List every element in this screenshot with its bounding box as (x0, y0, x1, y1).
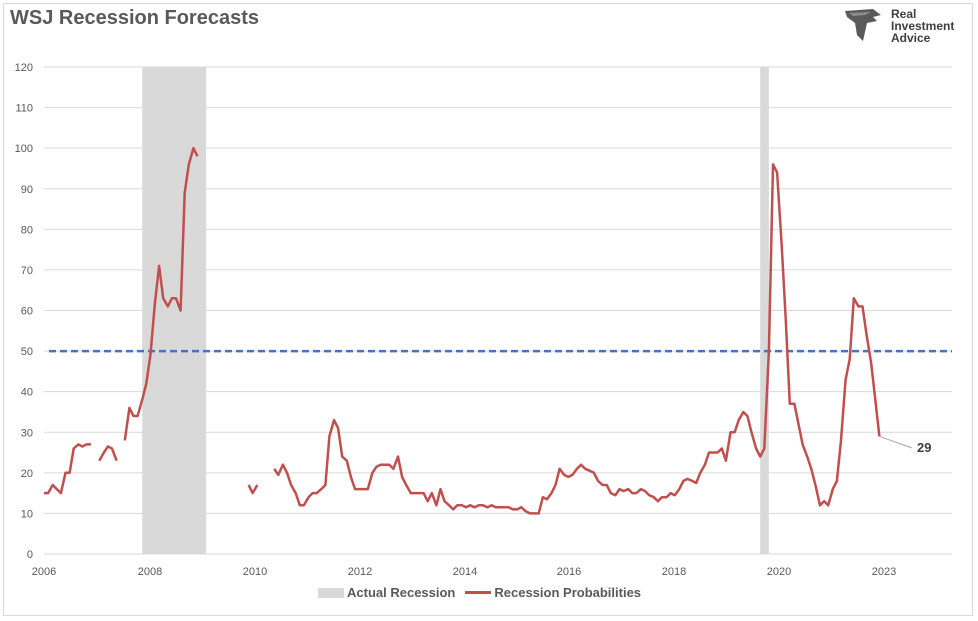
legend-item-recession: Actual Recession (318, 585, 455, 600)
y-tick-label-60: 60 (21, 306, 33, 318)
logo-line-1: Real (891, 7, 917, 21)
y-tick-label-20: 20 (21, 468, 33, 480)
logo-line-2: Investment (891, 19, 955, 33)
x-tick-label-2016: 2016 (557, 566, 581, 578)
x-tick-label-2008: 2008 (138, 566, 162, 578)
legend-label-probabilities: Recession Probabilities (494, 585, 642, 600)
y-tick-label-70: 70 (21, 265, 33, 277)
series-line-segment-3 (247, 484, 259, 495)
series-line-segment-2 (123, 146, 199, 441)
y-tick-label-90: 90 (21, 184, 33, 196)
y-tick-label-100: 100 (15, 143, 33, 155)
legend-label-recession: Actual Recession (347, 585, 456, 600)
last-value-leader (879, 435, 913, 449)
series-line-segment-0 (44, 443, 92, 495)
y-tick-label-10: 10 (21, 508, 33, 520)
x-tick-label-2018: 2018 (662, 566, 686, 578)
y-tick-label-40: 40 (21, 387, 33, 399)
x-tick-label-2014: 2014 (453, 566, 477, 578)
legend-item-probabilities: Recession Probabilities (465, 585, 641, 600)
y-tick-label-50: 50 (21, 346, 33, 358)
logo-line-3: Advice (891, 31, 931, 45)
legend-swatch-recession (318, 587, 344, 598)
eagle-icon (845, 9, 881, 41)
y-tick-label-110: 110 (15, 103, 33, 115)
y-tick-label-0: 0 (27, 549, 33, 561)
x-tick-label-2012: 2012 (348, 566, 372, 578)
x-tick-label-2006: 2006 (32, 566, 56, 578)
brand-logo: Real Investment Advice (843, 5, 963, 45)
x-tick-label-2023: 2023 (872, 566, 896, 578)
legend-swatch-probabilities (465, 591, 492, 594)
y-tick-label-30: 30 (21, 427, 33, 439)
series-line-segment-4 (273, 163, 881, 515)
chart-legend: Actual Recession Recession Probabilities (318, 585, 651, 600)
x-tick-label-2010: 2010 (243, 566, 267, 578)
last-value-label: 29 (917, 440, 932, 455)
x-tick-label-2020: 2020 (767, 566, 791, 578)
chart-title: WSJ Recession Forecasts (10, 7, 259, 29)
series-line-segment-1 (98, 445, 118, 462)
y-tick-label-80: 80 (21, 224, 33, 236)
y-tick-label-120: 120 (15, 62, 33, 74)
brand-logo-text: Real Investment Advice (891, 8, 954, 44)
